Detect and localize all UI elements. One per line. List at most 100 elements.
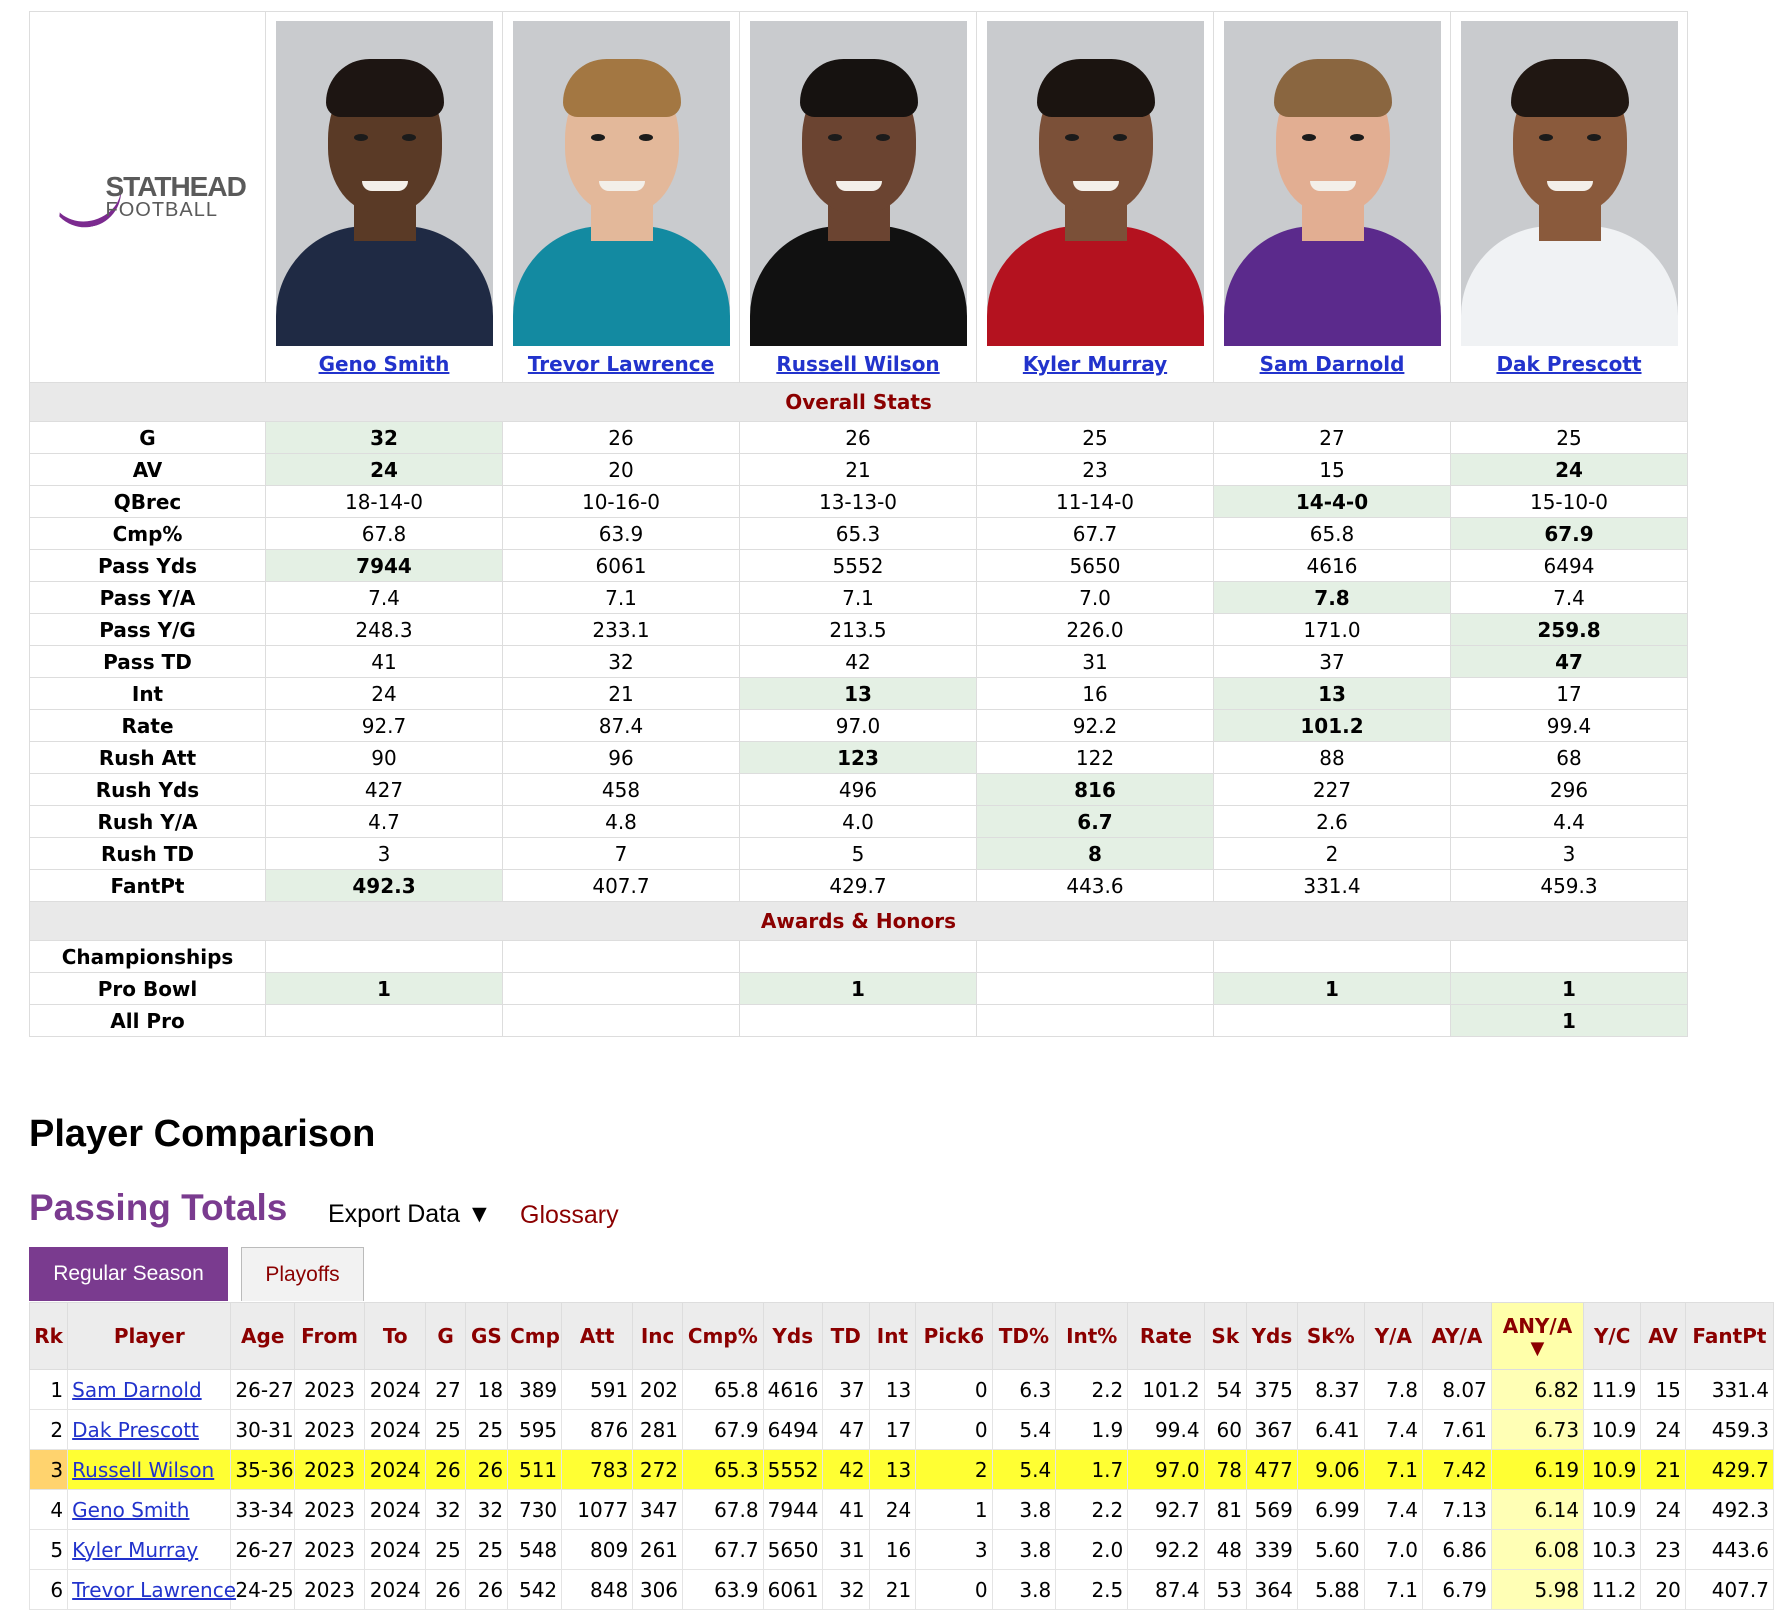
column-header-y-c[interactable]: Y/C [1583,1302,1642,1370]
player-name-link[interactable]: Russell Wilson [776,352,940,376]
stat-value: 13 [739,677,977,710]
column-header-player[interactable]: Player [67,1302,232,1370]
table-cell-av: 24 [1640,1489,1686,1530]
column-header-pick6[interactable]: Pick6 [915,1302,993,1370]
column-header-from[interactable]: From [294,1302,365,1370]
column-header-age[interactable]: Age [230,1302,296,1370]
stat-value: 1 [1213,972,1451,1005]
tab-playoffs[interactable]: Playoffs [241,1247,364,1301]
tab-regular-season[interactable]: Regular Season [29,1247,228,1301]
table-cell-player[interactable]: Trevor Lawrence [67,1569,236,1610]
table-cell-player[interactable]: Sam Darnold [67,1369,232,1410]
stat-value: 1 [265,972,503,1005]
column-header-td[interactable]: TD% [991,1302,1057,1370]
column-header-ay-a[interactable]: AY/A [1421,1302,1492,1370]
hair-shape [1273,59,1392,117]
eye-shape [1538,134,1553,141]
player-link[interactable]: Dak Prescott [72,1417,199,1442]
column-header-int[interactable]: Int [868,1302,917,1370]
passing-totals-table: Rk Player Age From To G GS Cmp Att Inc Cmp% Yds TD In… [28,1302,1775,1610]
section-header-row: Overall Stats [29,382,1688,422]
player-photo[interactable] [986,21,1204,346]
column-header-g[interactable]: G [425,1302,466,1370]
stat-row-pass-td: Pass TD 41 32 42 31 37 47 [29,645,1688,678]
column-header-gs[interactable]: GS [464,1302,509,1370]
eye-shape [401,134,416,141]
stat-value [265,1004,503,1037]
table-cell-int: 2.2 [1055,1369,1129,1410]
column-header-yds[interactable]: Yds [1245,1302,1298,1370]
player-link[interactable]: Trevor Lawrence [72,1577,236,1602]
stat-value: 67.7 [976,517,1214,550]
stathead-logo[interactable]: STATHEAD FOOTBALL [47,167,248,235]
column-header-inc[interactable]: Inc [632,1302,684,1370]
column-header-label: Cmp% [687,1324,758,1348]
table-cell-player[interactable]: Dak Prescott [67,1409,232,1450]
column-header-rate[interactable]: Rate [1127,1302,1205,1370]
table-cell-sk: 60 [1203,1409,1247,1450]
player-photo[interactable] [749,21,967,346]
table-cell-sk: 5.60 [1296,1529,1365,1570]
player-card-geno-smith: Geno Smith [265,11,503,383]
column-header-att[interactable]: Att [561,1302,634,1370]
column-header-cmp[interactable]: Cmp% [682,1302,764,1370]
player-photo[interactable] [1223,21,1441,346]
stat-value [976,972,1214,1005]
column-header-fantpt[interactable]: FantPt [1684,1302,1775,1370]
stat-value: 14-4-0 [1213,485,1451,518]
column-header-any-a[interactable]: ANY/A ▼ [1490,1302,1585,1370]
stat-row-int: Int 24 21 13 16 13 17 [29,677,1688,710]
stat-value: 18-14-0 [265,485,503,518]
stat-value: 171.0 [1213,613,1451,646]
table-cell-cmp: 67.9 [682,1409,764,1450]
column-header-cmp[interactable]: Cmp [507,1302,563,1370]
player-name-link[interactable]: Dak Prescott [1496,352,1642,376]
eye-shape [827,134,842,141]
eye-shape [1112,134,1127,141]
column-header-rk[interactable]: Rk [28,1302,69,1370]
table-cell-pick6: 0 [915,1369,993,1410]
table-cell-td: 3.8 [991,1529,1057,1570]
mouth-shape [598,181,645,191]
table-cell-player[interactable]: Russell Wilson [67,1449,232,1490]
player-name-link[interactable]: Geno Smith [318,352,450,376]
table-cell-fantpt: 443.6 [1684,1529,1775,1570]
player-card-dak-prescott: Dak Prescott [1450,11,1688,383]
stat-row-fantpt: FantPt 492.3 407.7 429.7 443.6 331.4 459.3 [29,869,1688,902]
player-name-link[interactable]: Kyler Murray [1022,352,1168,376]
jersey-shape [749,226,967,346]
column-header-av[interactable]: AV [1640,1302,1686,1370]
column-header-label: To [382,1324,408,1348]
stat-value [739,1004,977,1037]
player-name-link[interactable]: Trevor Lawrence [527,352,715,376]
table-cell-inc: 281 [632,1409,684,1450]
column-header-yds[interactable]: Yds [762,1302,823,1370]
stat-value: 68 [1450,741,1688,774]
player-link[interactable]: Sam Darnold [72,1377,202,1402]
column-header-td[interactable]: TD [821,1302,870,1370]
table-cell-gs: 25 [464,1529,509,1570]
column-header-to[interactable]: To [363,1302,427,1370]
export-data-button[interactable]: Export Data ▼ [328,1200,492,1228]
eye-shape [1586,134,1601,141]
column-header-sk[interactable]: Sk [1203,1302,1247,1370]
player-photo[interactable] [1460,21,1678,346]
player-photo[interactable] [512,21,730,346]
stat-label: Pro Bowl [29,972,266,1005]
column-header-sk[interactable]: Sk% [1296,1302,1365,1370]
column-header-y-a[interactable]: Y/A [1363,1302,1423,1370]
player-link[interactable]: Geno Smith [72,1497,190,1522]
table-cell-player[interactable]: Kyler Murray [67,1529,232,1570]
player-name-link[interactable]: Sam Darnold [1259,352,1405,376]
table-cell-td: 6.3 [991,1369,1057,1410]
table-cell-to: 2024 [363,1369,427,1410]
player-photo[interactable] [275,21,493,346]
stat-value: 92.7 [265,709,503,742]
table-cell-y-a: 7.0 [1363,1529,1423,1570]
player-link[interactable]: Russell Wilson [72,1457,215,1482]
player-link[interactable]: Kyler Murray [72,1537,199,1562]
glossary-link[interactable]: Glossary [520,1201,619,1229]
table-cell-player[interactable]: Geno Smith [67,1489,232,1530]
column-header-int[interactable]: Int% [1055,1302,1129,1370]
stat-value: 459.3 [1450,869,1688,902]
